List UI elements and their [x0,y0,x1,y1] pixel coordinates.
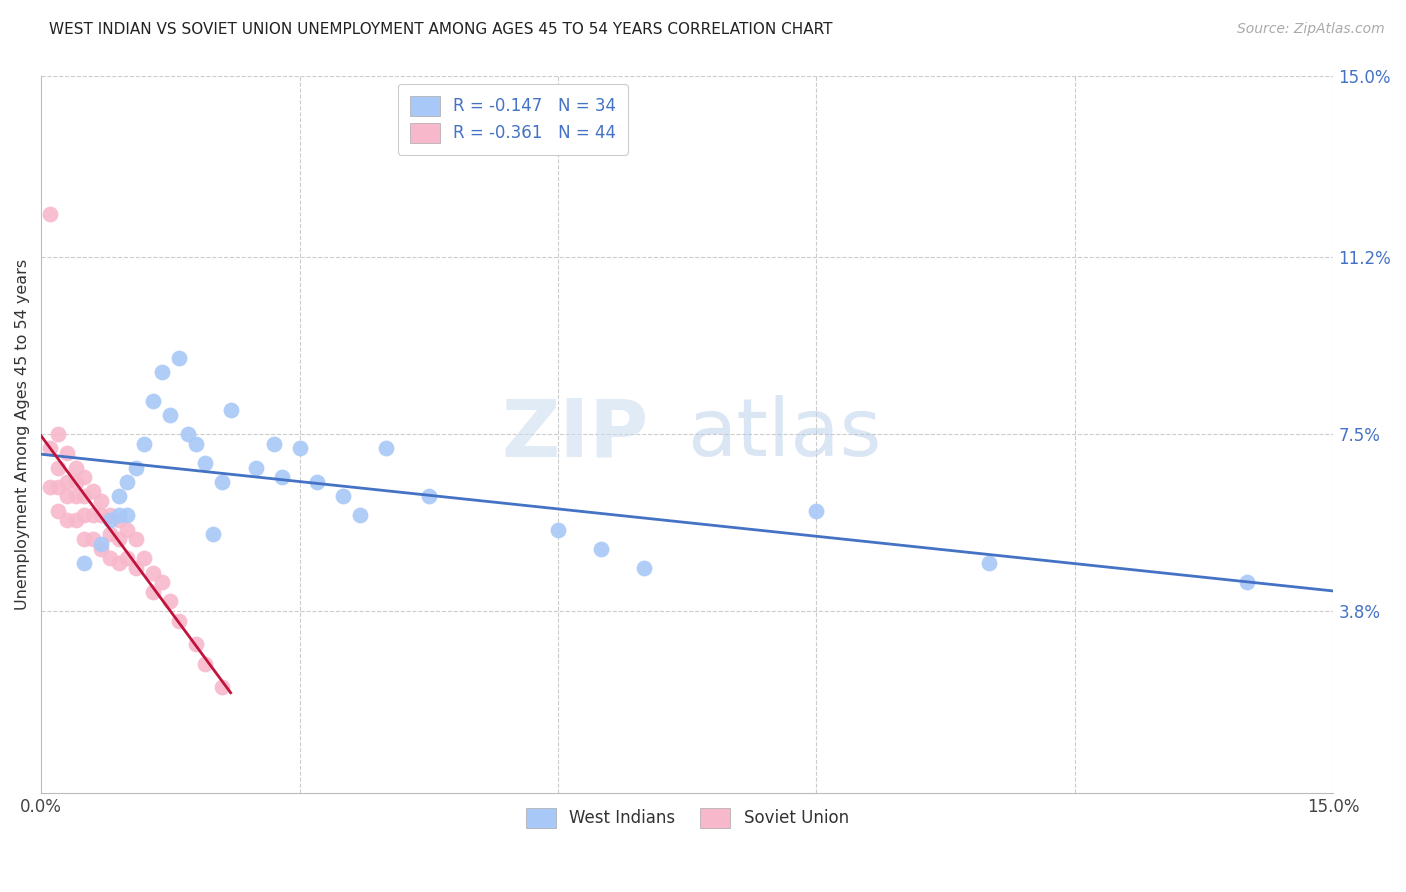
Point [90,541,112,556]
Point [73,533,96,547]
Point [82,533,104,547]
Point [591,541,613,556]
Point [202,527,225,541]
Point [107,508,129,523]
Point [117,523,139,537]
Point [117,475,139,489]
Point [374,442,396,456]
Text: Source: ZipAtlas.com: Source: ZipAtlas.com [1237,22,1385,37]
Point [245,460,267,475]
Point [134,551,156,566]
Point [194,657,217,671]
Point [90,537,112,551]
Point [633,561,655,575]
Point [98,513,121,527]
Point [125,533,148,547]
Text: ZIP: ZIP [501,395,648,473]
Point [159,594,181,608]
Point [73,470,96,484]
Point [65,513,87,527]
Point [176,427,198,442]
Point [117,508,139,523]
Point [73,508,96,523]
Point [73,489,96,503]
Point [219,403,242,417]
Point [46,503,69,517]
Point [186,436,208,450]
Point [107,513,129,527]
Text: atlas: atlas [688,395,882,473]
Point [73,556,96,570]
Point [418,489,440,503]
Point [125,561,148,575]
Y-axis label: Unemployment Among Ages 45 to 54 years: Unemployment Among Ages 45 to 54 years [15,259,30,609]
Point [977,556,1000,570]
Point [167,351,190,365]
Point [211,681,233,695]
Point [56,489,79,503]
Point [56,475,79,489]
Point [98,551,121,566]
Point [288,442,311,456]
Point [107,556,129,570]
Point [56,446,79,460]
Point [194,456,217,470]
Point [82,508,104,523]
Point [332,489,354,503]
Point [90,494,112,508]
Point [38,480,60,494]
Point [211,475,233,489]
Point [98,508,121,523]
Point [1236,575,1258,590]
Point [98,527,121,541]
Point [150,575,173,590]
Point [186,637,208,651]
Text: WEST INDIAN VS SOVIET UNION UNEMPLOYMENT AMONG AGES 45 TO 54 YEARS CORRELATION C: WEST INDIAN VS SOVIET UNION UNEMPLOYMENT… [49,22,832,37]
Point [56,513,79,527]
Point [142,393,165,408]
Point [305,475,328,489]
Point [90,508,112,523]
Point [167,614,190,628]
Point [82,484,104,499]
Point [547,523,569,537]
Point [38,207,60,221]
Point [159,408,181,422]
Point [107,533,129,547]
Point [117,551,139,566]
Point [349,508,371,523]
Point [65,489,87,503]
Point [806,503,828,517]
Point [46,480,69,494]
Point [142,566,165,580]
Point [134,436,156,450]
Point [271,470,294,484]
Point [142,585,165,599]
Point [38,442,60,456]
Point [150,365,173,379]
Point [65,475,87,489]
Point [46,427,69,442]
Point [125,460,148,475]
Legend: West Indians, Soviet Union: West Indians, Soviet Union [519,801,855,835]
Point [107,489,129,503]
Point [46,460,69,475]
Point [65,460,87,475]
Point [263,436,285,450]
